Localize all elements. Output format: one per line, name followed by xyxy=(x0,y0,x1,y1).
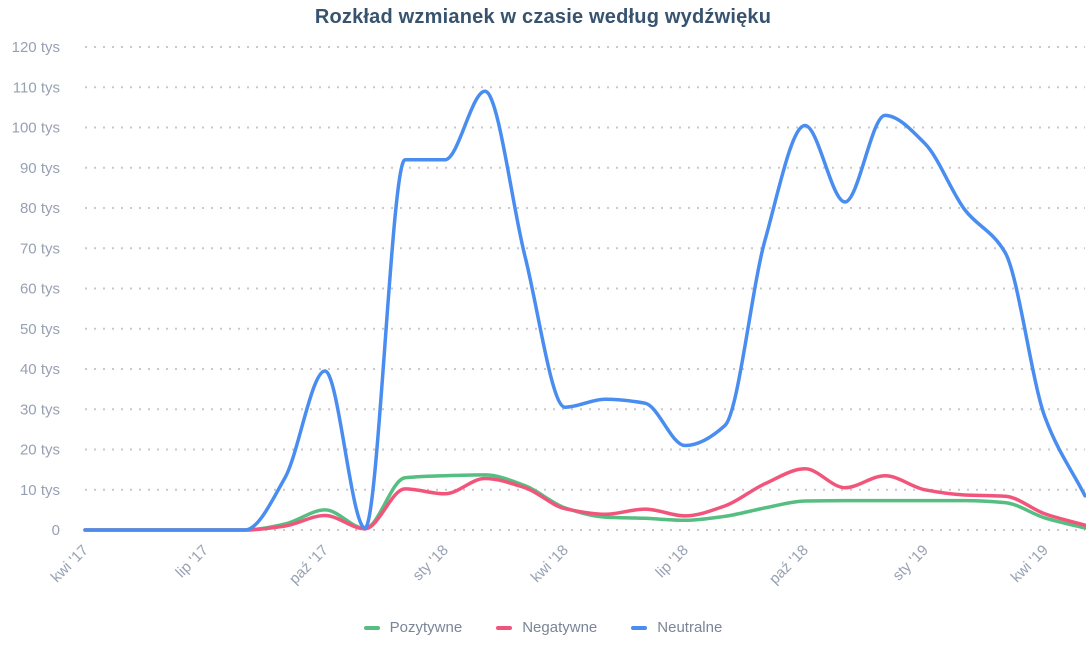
y-axis-label: 90 tys xyxy=(20,160,60,177)
x-axis-label: kwi '18 xyxy=(528,542,572,586)
legend-item-pozytywne[interactable]: Pozytywne xyxy=(363,619,463,636)
y-axis-label: 50 tys xyxy=(20,321,60,338)
legend-marker-negatywne xyxy=(496,625,513,630)
x-axis-label: kwi '17 xyxy=(48,542,92,586)
x-axis-label: lip '18 xyxy=(652,542,691,581)
y-axis-label: 110 tys xyxy=(13,79,60,96)
legend-marker-pozytywne xyxy=(363,625,380,630)
y-axis-label: 70 tys xyxy=(20,240,60,257)
y-axis-label: 30 tys xyxy=(20,401,60,418)
x-axis-label: paź '18 xyxy=(766,542,812,588)
x-axis-label: sty '18 xyxy=(409,542,451,584)
x-axis-label: sty '19 xyxy=(889,542,931,584)
legend-label: Negatywne xyxy=(522,619,598,636)
legend-item-neutralne[interactable]: Neutralne xyxy=(631,619,722,636)
x-axis-label: lip '17 xyxy=(172,542,211,581)
y-axis-label: 60 tys xyxy=(20,281,60,298)
series-line-neutralne[interactable] xyxy=(83,89,1086,532)
legend-item-negatywne[interactable]: Negatywne xyxy=(496,619,597,636)
series-line-pozytywne[interactable] xyxy=(83,473,1086,532)
y-axis-label: 40 tys xyxy=(20,361,60,378)
chart-legend: Pozytywne Negatywne Neutralne xyxy=(0,619,1086,636)
legend-marker-neutralne xyxy=(631,625,648,630)
chart-title: Rozkład wzmianek w czasie według wydźwię… xyxy=(314,6,772,28)
legend-label: Pozytywne xyxy=(389,619,463,636)
gridlines xyxy=(85,46,1085,531)
y-axis-label: 100 tys xyxy=(12,120,60,137)
x-axis-labels: kwi '17 lip '17 paź '17 sty '18 kwi '18 lip '… xyxy=(48,542,1052,588)
y-axis-label: 10 tys xyxy=(20,482,60,499)
x-axis-label: paź '17 xyxy=(286,542,332,588)
legend-label: Neutralne xyxy=(657,619,723,636)
y-axis-label: 120 tys xyxy=(12,39,60,56)
y-axis-label: 80 tys xyxy=(20,200,60,217)
x-axis-label: kwi '19 xyxy=(1008,542,1052,586)
y-axis-label: 20 tys xyxy=(20,442,60,459)
y-axis-labels: 0 10 tys 20 tys 30 tys 40 tys 50 tys 60 tys 70 … xyxy=(12,39,60,539)
y-axis-label: 0 xyxy=(52,522,60,539)
